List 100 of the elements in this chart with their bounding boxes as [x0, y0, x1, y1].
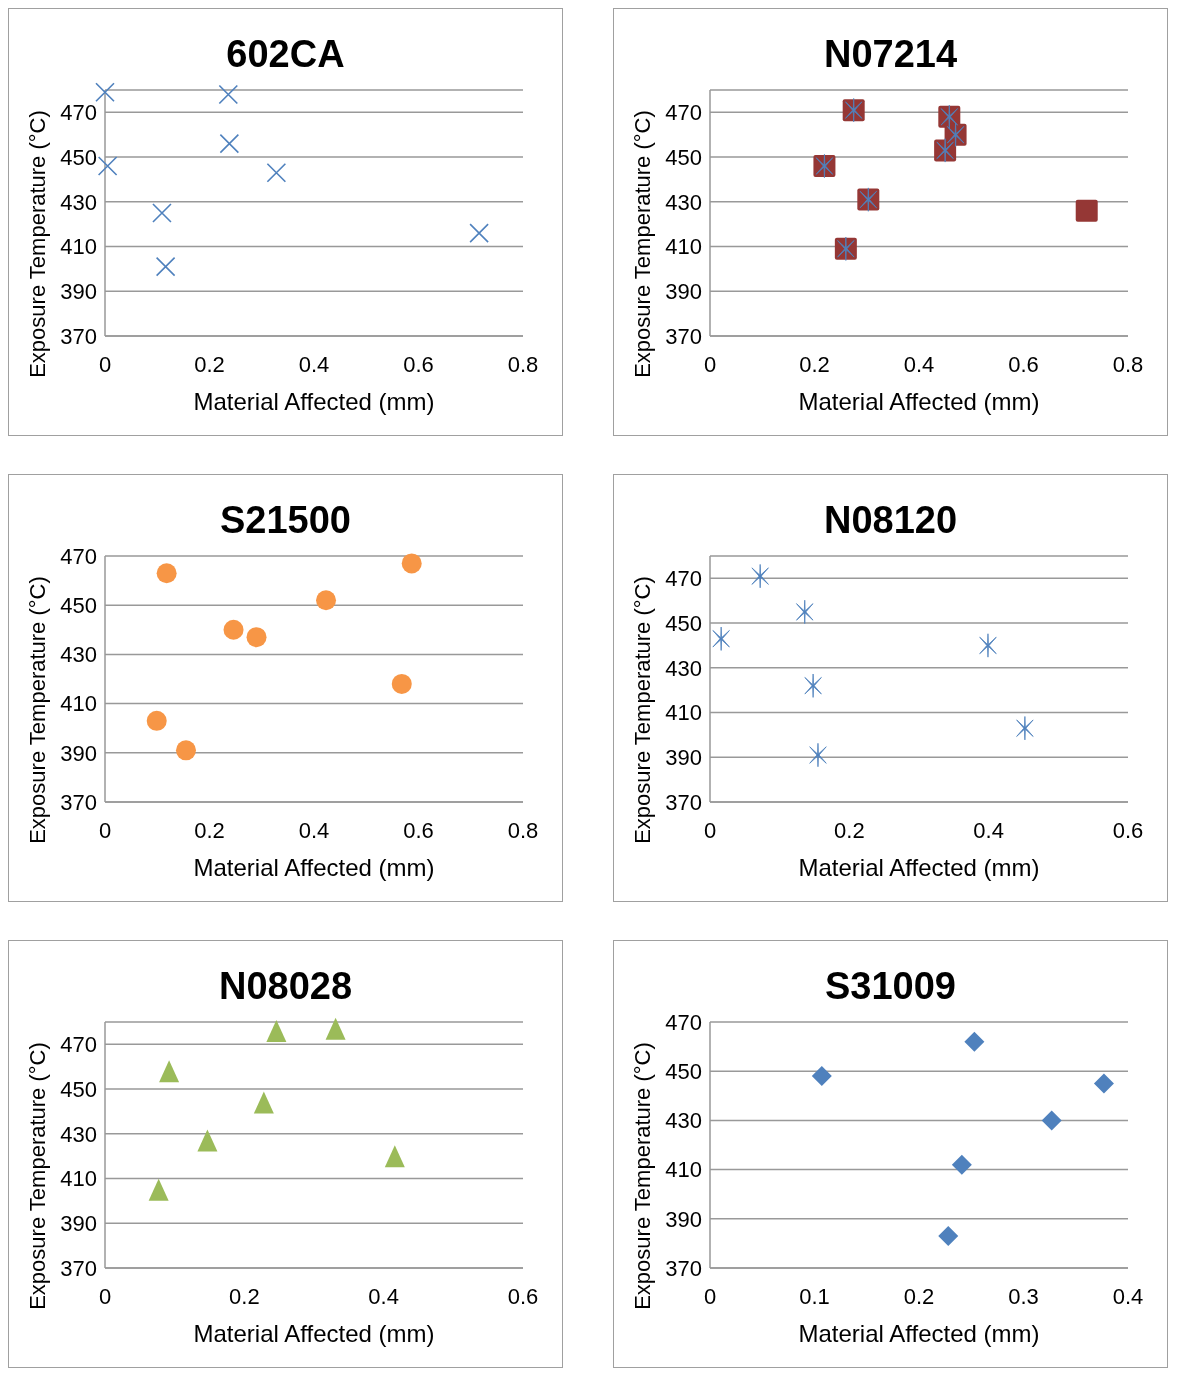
y-tick-label: 470	[665, 100, 702, 126]
x-tick-label: 0.6	[1008, 351, 1039, 377]
y-tick-label: 430	[665, 655, 702, 681]
point	[712, 626, 730, 651]
y-tick-label: 390	[665, 745, 702, 771]
y-tick-label: 370	[665, 1255, 702, 1281]
x-tick-label: 0.2	[194, 817, 225, 843]
point	[384, 1145, 405, 1168]
x-tick-label: 0.4	[1112, 1283, 1144, 1309]
point	[964, 1031, 985, 1052]
chart-title: S31009	[824, 965, 957, 1008]
y-tick-label: 450	[665, 144, 702, 170]
y-tick-label: 430	[665, 1108, 702, 1134]
y-axis-title: Exposure Temperature (°C)	[629, 1041, 656, 1312]
y-tick-label: 390	[665, 279, 702, 305]
y-tick-label: 470	[60, 100, 97, 126]
x-tick-label: 0.6	[403, 817, 434, 843]
y-tick-label: 370	[60, 789, 97, 815]
y-tick-label: 450	[665, 610, 702, 636]
point	[159, 1060, 180, 1083]
chart-title: 602CA	[225, 33, 346, 76]
y-tick-label: 450	[60, 593, 97, 619]
point	[175, 740, 196, 761]
x-tick-label: 0.4	[298, 817, 330, 843]
y-axis-title: Exposure Temperature (°C)	[24, 1041, 51, 1312]
x-tick-label: 0.4	[298, 351, 330, 377]
x-tick-label: 0	[703, 817, 717, 843]
x-tick-label: 0	[703, 351, 717, 377]
y-tick-label: 470	[665, 1009, 702, 1035]
y-tick-label: 410	[665, 234, 702, 260]
point	[223, 619, 244, 640]
chart-title: S21500	[219, 499, 352, 542]
x-tick-label: 0.2	[229, 1283, 260, 1309]
x-tick-label: 0	[98, 817, 112, 843]
x-tick-label: 0	[703, 1283, 717, 1309]
point	[266, 162, 287, 183]
point	[751, 564, 769, 589]
y-tick-label: 390	[60, 279, 97, 305]
point	[246, 627, 267, 648]
chart-title: N08028	[217, 965, 354, 1008]
point	[951, 1154, 972, 1175]
x-axis-title: Material Affected (mm)	[193, 1320, 435, 1347]
x-tick-label: 0	[98, 1283, 112, 1309]
chart-title: N07214	[822, 33, 959, 76]
point	[155, 256, 176, 277]
y-tick-label: 470	[60, 1032, 97, 1058]
chart-title: N08120	[822, 499, 959, 542]
y-tick-label: 390	[665, 1206, 702, 1232]
point	[469, 223, 489, 243]
x-tick-label: 0.2	[799, 351, 830, 377]
point	[156, 563, 177, 584]
x-tick-label: 0.4	[368, 1283, 399, 1309]
y-tick-label: 390	[60, 740, 97, 766]
y-tick-label: 410	[665, 700, 702, 726]
x-tick-label: 0.8	[507, 351, 539, 377]
point	[152, 203, 172, 223]
point	[1093, 1073, 1114, 1094]
y-tick-label: 430	[60, 1121, 97, 1147]
y-tick-label: 430	[60, 642, 97, 668]
y-tick-label: 410	[665, 1157, 702, 1183]
x-tick-label: 0.3	[1008, 1283, 1039, 1309]
x-tick-label: 0.4	[903, 351, 935, 377]
y-axis-title: Exposure Temperature (°C)	[24, 109, 51, 380]
x-tick-label: 0.1	[799, 1283, 830, 1309]
point	[148, 1178, 169, 1201]
x-tick-label: 0.4	[973, 817, 1004, 843]
point	[316, 590, 337, 611]
point	[391, 673, 412, 694]
y-tick-label: 370	[60, 323, 97, 349]
point	[1016, 716, 1034, 741]
point	[197, 1129, 218, 1152]
y-axis-title: Exposure Temperature (°C)	[629, 575, 656, 846]
x-tick-label: 0.2	[834, 817, 865, 843]
y-tick-label: 390	[60, 1211, 97, 1237]
x-tick-label: 0.2	[194, 351, 225, 377]
y-tick-label: 410	[60, 691, 97, 717]
point	[253, 1091, 274, 1114]
x-tick-label: 0.2	[903, 1283, 935, 1309]
point	[219, 133, 240, 154]
x-tick-label: 0.6	[507, 1283, 539, 1309]
x-axis-title: Material Affected (mm)	[798, 854, 1040, 881]
point	[97, 156, 118, 176]
point	[1075, 199, 1098, 222]
x-axis-title: Material Affected (mm)	[798, 388, 1040, 415]
y-tick-label: 410	[60, 1166, 97, 1192]
y-tick-label: 470	[665, 566, 702, 592]
y-tick-label: 450	[60, 1076, 97, 1102]
point	[218, 84, 239, 105]
y-tick-label: 370	[665, 323, 702, 349]
y-axis-title: Exposure Temperature (°C)	[629, 109, 656, 380]
x-axis-title: Material Affected (mm)	[193, 854, 435, 881]
y-tick-label: 410	[60, 234, 97, 260]
x-tick-label: 0.6	[403, 351, 434, 377]
point	[979, 633, 997, 658]
x-tick-label: 0.6	[1112, 817, 1144, 843]
x-tick-label: 0	[98, 351, 112, 377]
point	[804, 673, 822, 698]
y-tick-label: 450	[665, 1059, 702, 1085]
point	[938, 1226, 959, 1247]
y-axis-title: Exposure Temperature (°C)	[24, 575, 51, 846]
